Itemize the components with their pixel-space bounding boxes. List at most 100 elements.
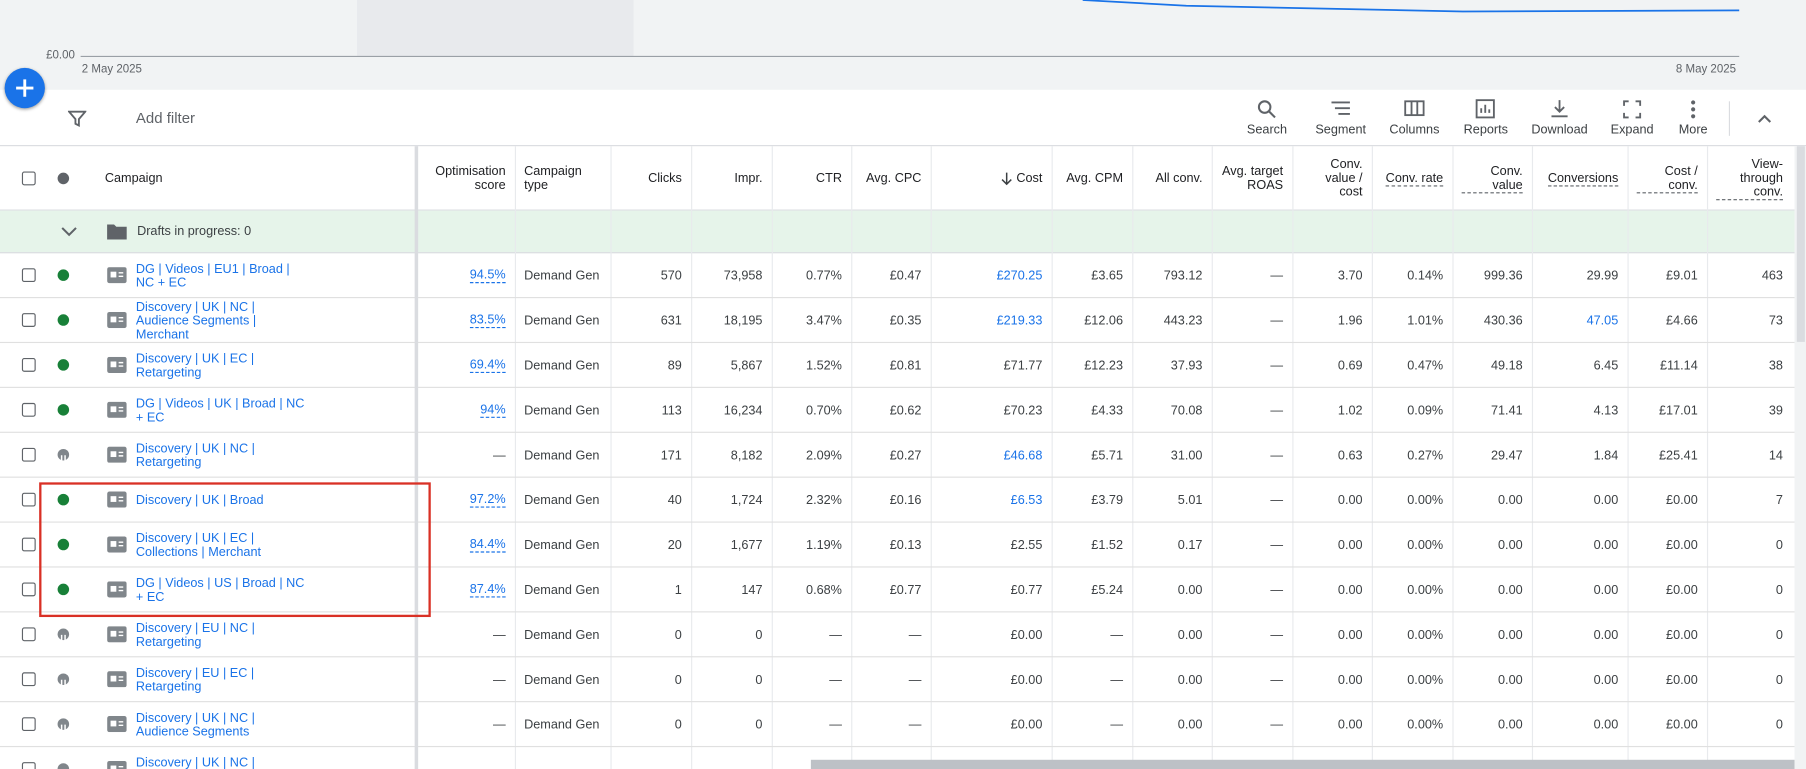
campaign-name[interactable]: Discovery | UK | Broad [135, 493, 264, 508]
campaign-name[interactable]: Discovery | UK | NC | Audience Segments [135, 710, 255, 739]
status-enabled[interactable] [57, 269, 70, 281]
checkbox[interactable] [21, 582, 36, 597]
status-enabled[interactable] [57, 493, 70, 506]
campaign-name[interactable]: Discovery | UK | EC | Collections | Merc… [135, 531, 262, 559]
column-header[interactable]: Conversions [1532, 146, 1628, 210]
cell-value: 49.18 [1490, 358, 1523, 373]
campaign-name[interactable]: Discovery | UK | NC | Audience Segments … [135, 299, 257, 342]
cell-value: — [1270, 268, 1284, 283]
cell-value[interactable]: 47.05 [1586, 313, 1619, 328]
toolbar-button[interactable]: More [1659, 97, 1728, 143]
status-enabled[interactable] [57, 583, 70, 596]
cell-value: 0.00 [1337, 493, 1363, 508]
collapse-icon[interactable] [1755, 109, 1773, 127]
campaign-name[interactable]: Discovery | EU | NC | Retargeting [135, 621, 255, 649]
column-header[interactable]: Cost / conv. [1627, 146, 1706, 210]
cell-value[interactable]: £219.33 [996, 313, 1043, 328]
cell-value[interactable]: £270.25 [996, 268, 1043, 283]
status-enabled[interactable] [57, 404, 70, 416]
cell-value[interactable]: 69.4% [469, 358, 506, 373]
toolbar-button[interactable]: Download [1525, 97, 1594, 143]
button-label: Download [1531, 123, 1588, 137]
cell-value[interactable]: 87.4% [469, 582, 506, 598]
campaign-name[interactable]: DG | Videos | US | Broad | NC + EC [135, 576, 305, 604]
cell-value: — [829, 672, 842, 687]
cell-value[interactable]: 84.4% [469, 537, 506, 553]
column-header[interactable]: Conv. value / cost [1292, 146, 1371, 210]
status-paused[interactable] [57, 718, 70, 731]
cell-value[interactable]: £6.53 [1010, 493, 1043, 508]
column-header[interactable]: Cost [931, 146, 1052, 210]
v-scroll-thumb[interactable] [1796, 146, 1805, 342]
h-scroll-thumb[interactable] [810, 759, 1795, 769]
campaign-name[interactable]: DG | Videos | EU1 | Broad | NC + EC [135, 261, 290, 290]
cell-value: 0.00 [1593, 717, 1619, 732]
row-line [0, 386, 1795, 388]
cell-value[interactable]: 94.5% [469, 268, 506, 284]
add-filter[interactable]: Add filter [135, 109, 196, 127]
cell-value: £0.13 [889, 538, 922, 553]
toolbar-button[interactable]: Expand [1598, 97, 1667, 143]
campaign-name[interactable]: Discovery | UK | NC | Audience [135, 755, 255, 769]
status-paused[interactable] [57, 448, 70, 462]
cell: £0.00 [931, 657, 1052, 702]
checkbox[interactable] [21, 762, 36, 769]
column-header[interactable]: Clicks [610, 146, 691, 210]
campaign-name[interactable]: Discovery | EU | EC | Retargeting [135, 665, 255, 694]
checkbox[interactable] [21, 537, 36, 552]
checkbox[interactable] [21, 627, 36, 642]
status-paused[interactable] [57, 673, 70, 686]
status-enabled[interactable] [57, 538, 70, 551]
column-header[interactable]: Campaign type [515, 146, 611, 210]
checkbox[interactable] [21, 268, 36, 283]
cell-value: 71.41 [1490, 403, 1523, 418]
checkbox[interactable] [21, 171, 36, 186]
column-header[interactable]: View-through conv. [1707, 146, 1792, 210]
toolbar-button[interactable]: Search [1232, 97, 1301, 143]
col-divider [1132, 146, 1134, 769]
checkbox[interactable] [21, 313, 36, 327]
campaign-name[interactable]: DG | Videos | UK | Broad | NC + EC [135, 396, 305, 425]
cell-value[interactable]: £46.68 [1003, 448, 1043, 463]
checkbox[interactable] [21, 358, 36, 372]
cell: 1.84 [1532, 433, 1628, 478]
status-paused[interactable] [57, 628, 70, 641]
cell-value: 0.00% [1407, 717, 1444, 732]
column-header[interactable]: Campaign [92, 146, 417, 210]
status-enabled[interactable] [57, 359, 70, 371]
cell-value[interactable]: 94% [480, 402, 506, 418]
checkbox[interactable] [21, 447, 36, 462]
column-header[interactable]: CTR [772, 146, 851, 210]
checkbox[interactable] [21, 672, 36, 687]
campaign-name[interactable]: Discovery | UK | EC | Retargeting [135, 351, 255, 380]
column-header[interactable]: Conv. value [1452, 146, 1531, 210]
cell: 37.93 [1132, 343, 1211, 388]
cell: 0.00% [1372, 478, 1453, 523]
row-line [0, 656, 1795, 658]
cell: £0.16 [851, 478, 930, 523]
toolbar-button[interactable]: Reports [1451, 97, 1520, 143]
column-header[interactable]: Avg. CPM [1052, 146, 1133, 210]
campaign-name[interactable]: Discovery | UK | NC | Retargeting [135, 441, 255, 470]
toolbar-button[interactable]: Columns [1380, 97, 1449, 143]
checkbox[interactable] [21, 717, 36, 732]
column-header[interactable]: Optimisation score [417, 146, 515, 210]
add-button[interactable] [4, 67, 45, 109]
cell-value[interactable]: 83.5% [469, 313, 506, 329]
status-paused[interactable] [57, 763, 70, 769]
column-header[interactable]: Conv. rate [1372, 146, 1453, 210]
checkbox[interactable] [21, 492, 36, 507]
column-header[interactable]: Avg. CPC [851, 146, 930, 210]
cell-value[interactable]: 97.2% [469, 492, 506, 508]
expand-icon[interactable] [60, 224, 78, 238]
cell-value: 0.00 [1498, 538, 1523, 553]
column-header[interactable]: Avg. target ROAS [1212, 146, 1293, 210]
toolbar-button[interactable]: Segment [1306, 97, 1375, 143]
checkbox[interactable] [21, 402, 36, 417]
button-label: Search [1246, 123, 1288, 137]
cell: 29.47 [1452, 433, 1531, 478]
column-header[interactable]: All conv. [1132, 146, 1211, 210]
cell: £0.77 [931, 568, 1052, 613]
column-header[interactable]: Impr. [691, 146, 772, 210]
status-enabled[interactable] [57, 314, 70, 326]
